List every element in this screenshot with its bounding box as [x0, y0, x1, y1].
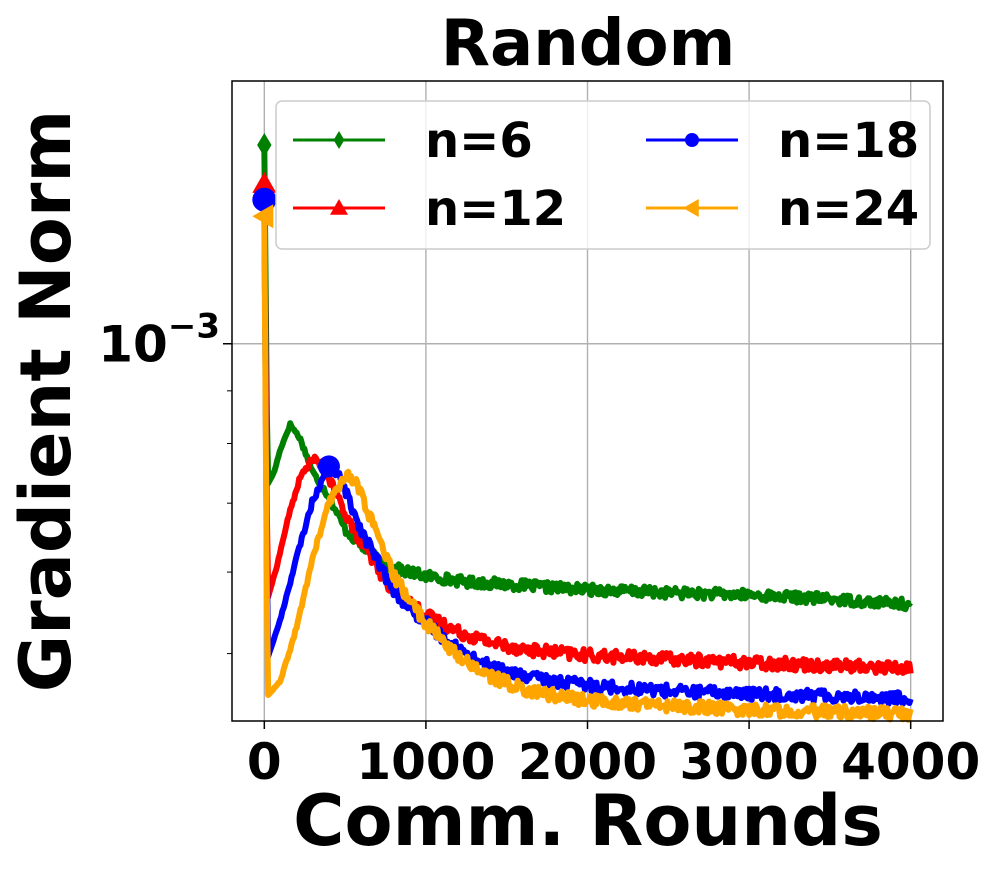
- legend-entry: n=18: [646, 113, 919, 169]
- x-tick-label: 3000: [680, 733, 819, 791]
- series-n12: [252, 171, 914, 676]
- x-axis-label: Comm. Rounds: [293, 780, 883, 862]
- series-marker: [257, 132, 272, 157]
- series-line: [261, 199, 914, 707]
- legend: n=6 n=18 n=12 n=24: [275, 100, 931, 250]
- legend-items: n=6 n=18 n=12 n=24: [293, 113, 919, 237]
- y-tick-label: 10−3: [98, 307, 220, 374]
- x-tick-label: 4000: [841, 733, 980, 791]
- legend-marker: [685, 133, 699, 147]
- legend-marker: [333, 131, 345, 149]
- series-layer: [252, 132, 914, 723]
- legend-entry: n=12: [293, 181, 566, 237]
- series-line: [261, 183, 914, 676]
- axis-ticks: 0 1000 2000 3000 4000 10−3: [98, 307, 980, 791]
- chart-title: Random: [441, 7, 736, 81]
- legend-marker: [330, 199, 348, 215]
- legend-label: n=24: [778, 181, 919, 237]
- y-axis-label: Gradient Norm: [5, 110, 87, 693]
- series-line: [261, 216, 914, 723]
- series-marker: [252, 187, 277, 212]
- series-n18: [252, 187, 914, 707]
- series-marker: [317, 455, 340, 478]
- x-tick-label: 0: [247, 733, 282, 791]
- legend-label: n=6: [425, 113, 533, 169]
- series-marker: [252, 171, 277, 193]
- legend-frame: [275, 100, 931, 250]
- series-marker: [252, 204, 274, 229]
- legend-label: n=12: [425, 181, 566, 237]
- x-tick-label: 2000: [518, 733, 657, 791]
- legend-entry: n=24: [646, 181, 919, 237]
- series-n24: [252, 204, 914, 723]
- legend-marker: [683, 199, 699, 217]
- legend-label: n=18: [778, 113, 919, 169]
- x-tick-label: 1000: [356, 733, 495, 791]
- legend-entry: n=6: [293, 113, 533, 169]
